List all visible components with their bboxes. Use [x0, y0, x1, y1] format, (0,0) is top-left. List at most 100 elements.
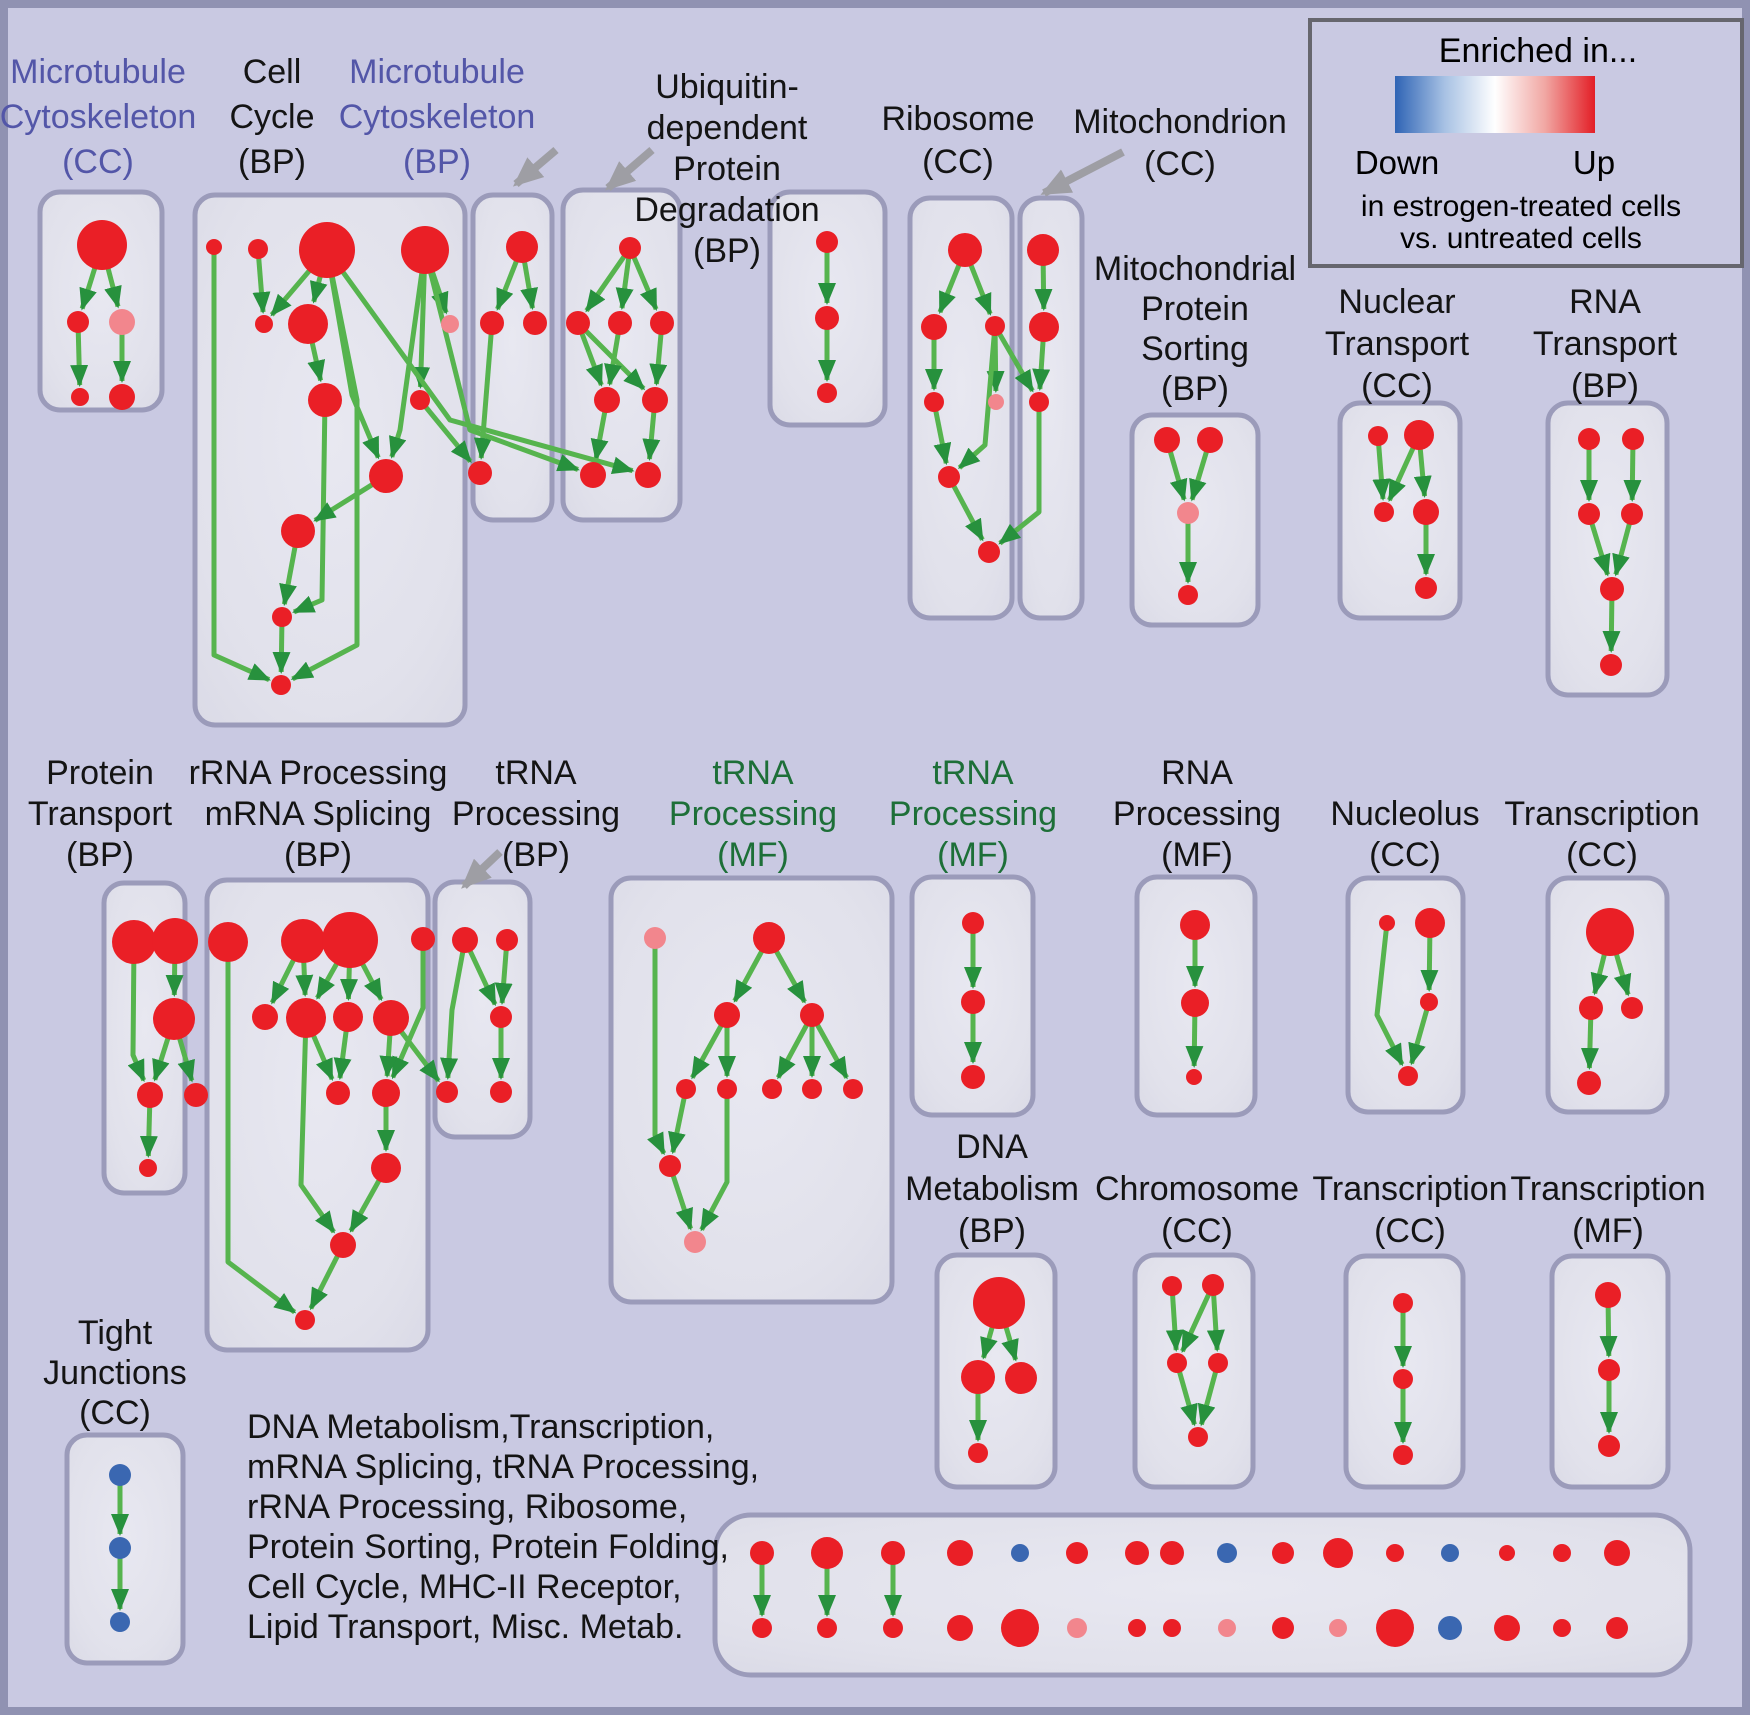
mt-bp-gene-node-3 — [468, 461, 492, 485]
chromosome-edge-4 — [1197, 1362, 1221, 1427]
label-callout-arrow-1 — [512, 146, 559, 188]
rna-transport-gene-node-5 — [1600, 654, 1622, 676]
dna-met-gene-node-2 — [1005, 1362, 1037, 1394]
ribosome-edge-6 — [946, 475, 985, 542]
cell-cycle-gene-node-1 — [248, 239, 268, 259]
chromosome-gene-node-0 — [1162, 1276, 1182, 1296]
transcription-mf-gene-node-0 — [1595, 1282, 1621, 1308]
rna-mf-gene-node-0 — [1180, 910, 1210, 940]
nucleolus-edge-2 — [1374, 922, 1405, 1067]
transcription-cc-bottom-label: Transcription (CC) — [1312, 1170, 1507, 1250]
chromosome-edge-1 — [1180, 1283, 1216, 1354]
misc-gene-node-4 — [1011, 1544, 1029, 1562]
trna-mf1-label: tRNA Processing (MF) — [669, 754, 837, 874]
misc-gene-node-19 — [947, 1615, 973, 1641]
misc-gene-node-9 — [1272, 1542, 1294, 1564]
misc-gene-node-1 — [811, 1537, 843, 1569]
nuc-transport-gene-node-1 — [1404, 420, 1434, 450]
trna-bp-gene-node-4 — [436, 1081, 458, 1103]
ribosome-gene-node-6 — [978, 541, 1000, 563]
dna-met-cluster-box — [934, 1252, 1058, 1490]
ubq2-gene-node-2 — [817, 383, 837, 403]
cell-cycle-gene-node-9 — [369, 459, 403, 493]
trna-mf1-edge-10 — [699, 1089, 730, 1232]
label-callout-arrow-2 — [1040, 148, 1125, 197]
trna-bp-label: tRNA Processing (BP) — [452, 754, 620, 874]
rna-mf-gene-node-1 — [1181, 989, 1209, 1017]
misc-gene-node-13 — [1499, 1545, 1515, 1561]
trna-mf2-gene-node-1 — [961, 990, 985, 1014]
cell-cycle-gene-node-5 — [288, 304, 328, 344]
misc-gene-node-16 — [752, 1618, 772, 1638]
misc-gene-node-11 — [1386, 1544, 1404, 1562]
ubq1-gene-node-2 — [608, 311, 632, 335]
nuc-transport-gene-node-0 — [1368, 426, 1388, 446]
cell-cycle-edge-5 — [290, 249, 360, 682]
dna-met-gene-node-1 — [961, 1360, 995, 1394]
mt-bp-label: Microtubule Cytoskeleton (BP) — [339, 53, 536, 181]
ribosome-gene-node-1 — [921, 314, 947, 340]
trna-mf1-edge-7 — [647, 938, 667, 1156]
cell-cycle-edge-8 — [389, 249, 428, 459]
labels-layer: Microtubule Cytoskeleton (CC) Cell Cycle (BP)… — [0, 53, 1706, 1432]
nodes-layer — [67, 220, 1644, 1647]
nuc-transport-gene-node-4 — [1415, 577, 1437, 599]
misc-gene-node-21 — [1067, 1618, 1087, 1638]
rrna-label: rRNA Processing mRNA Splicing (BP) — [189, 754, 448, 874]
trna-mf1-gene-node-4 — [676, 1079, 696, 1099]
cell-cycle-gene-node-0 — [206, 239, 222, 255]
transcription-cc-top-gene-node-3 — [1577, 1071, 1601, 1095]
chromosome-label: Chromosome (CC) — [1095, 1170, 1299, 1250]
rrna-gene-node-5 — [286, 998, 326, 1038]
cell-cycle-gene-node-3 — [401, 226, 449, 274]
rrna-gene-node-4 — [252, 1004, 278, 1030]
chromosome-edge-3 — [1174, 1362, 1198, 1427]
ribosome-edge-4 — [931, 401, 952, 466]
rrna-edge-0 — [225, 942, 297, 1315]
mito-label: Mitochondrion (CC) — [1073, 103, 1287, 183]
rrna-gene-node-6 — [333, 1002, 363, 1032]
ribosome-label: Ribosome (CC) — [881, 100, 1034, 181]
mito-gene-node-0 — [1027, 234, 1059, 266]
legend-down-label: Down — [1355, 144, 1439, 181]
mps-gene-node-0 — [1154, 427, 1180, 453]
nuc-transport-cluster-box — [1337, 400, 1463, 621]
trna-mf1-gene-node-0 — [644, 927, 666, 949]
trna-mf1-gene-node-1 — [753, 922, 785, 954]
ribosome-gene-node-0 — [948, 233, 982, 267]
dna-met-gene-node-0 — [973, 1277, 1025, 1329]
misc-gene-node-8 — [1217, 1543, 1237, 1563]
trna-mf1-gene-node-9 — [659, 1155, 681, 1177]
footnote: DNA Metabolism,Transcription, mRNA Splic… — [247, 1408, 759, 1646]
ubq1-gene-node-6 — [580, 462, 606, 488]
dna-met-label: DNA Metabolism (BP) — [905, 1128, 1079, 1250]
trna-mf1-gene-node-8 — [843, 1079, 863, 1099]
ubq1-edge-2 — [627, 247, 659, 312]
misc-gene-node-17 — [817, 1618, 837, 1638]
rna-transport-gene-node-0 — [1578, 428, 1600, 450]
mito-gene-node-1 — [1029, 312, 1059, 342]
rrna-gene-node-8 — [326, 1081, 350, 1105]
transcription-cc-bottom-gene-node-2 — [1393, 1445, 1413, 1465]
chromosome-gene-node-2 — [1167, 1353, 1187, 1373]
trna-mf1-gene-node-5 — [717, 1079, 737, 1099]
protein-transport-gene-node-4 — [184, 1083, 208, 1107]
misc-gene-node-12 — [1441, 1544, 1459, 1562]
protein-transport-gene-node-0 — [112, 920, 156, 964]
mt-cc-gene-node-1 — [67, 311, 89, 333]
footnote-line: Cell Cycle, MHC-II Receptor, — [247, 1568, 682, 1606]
nucleolus-label: Nucleolus (CC) — [1330, 795, 1479, 874]
tight-junctions-gene-node-2 — [110, 1612, 130, 1632]
trna-mf1-gene-node-7 — [802, 1079, 822, 1099]
nucleolus-gene-node-3 — [1398, 1066, 1418, 1086]
mt-cc-gene-node-4 — [109, 384, 135, 410]
misc-gene-node-0 — [750, 1541, 774, 1565]
ribosome-gene-node-2 — [985, 316, 1005, 336]
nuc-transport-gene-node-2 — [1374, 502, 1394, 522]
ubq1-edge-4 — [576, 321, 646, 391]
misc-gene-node-18 — [883, 1618, 903, 1638]
protein-transport-edge-0 — [127, 941, 147, 1083]
ubq1-gene-node-7 — [635, 462, 661, 488]
trna-mf1-gene-node-6 — [762, 1079, 782, 1099]
misc-gene-node-28 — [1438, 1616, 1462, 1640]
